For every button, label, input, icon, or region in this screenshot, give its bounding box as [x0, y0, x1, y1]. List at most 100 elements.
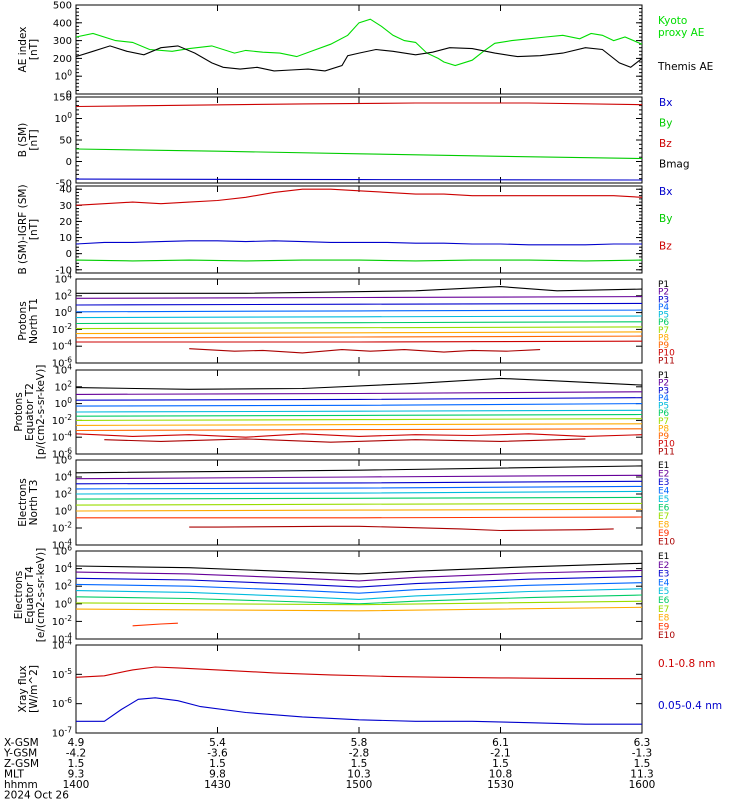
legend-label: E7: [658, 512, 669, 522]
legend-label: E7: [658, 605, 669, 615]
legend-label: P9: [658, 432, 669, 442]
series-by: [75, 148, 643, 160]
series-0-05-0-4-nm: [76, 697, 642, 725]
y-tick-label: 50: [59, 136, 72, 147]
y-tick-label: 100: [54, 305, 72, 319]
legend-label: proxy AE: [658, 27, 704, 39]
y-tick-label: 0: [66, 249, 72, 260]
legend-label: E6: [658, 596, 670, 606]
y-axis-label: B (SM)-IGRF (SM)[nT]: [17, 184, 40, 274]
series-p8: [75, 423, 643, 426]
footer-value: 1530: [487, 779, 514, 791]
legend-label: P6: [658, 409, 669, 419]
legend-label: Bz: [659, 240, 672, 252]
y-tick-label: 10-4: [52, 632, 72, 646]
y-tick-label: 10-4: [52, 538, 72, 552]
legend-label: P4: [658, 394, 669, 404]
legend-label: P11: [658, 447, 675, 457]
y-tick-label: 104: [54, 363, 72, 377]
panel-frame: [75, 459, 643, 546]
y-axis-label: ElectronsNorth T3: [17, 478, 40, 527]
legend-label: Kyoto: [658, 15, 687, 27]
footer-value: -2.8: [349, 748, 370, 760]
series-e1: [75, 465, 643, 474]
footer-value: 4.9: [68, 737, 85, 749]
legend-label: P10: [658, 349, 675, 359]
footer-value: 5.4: [209, 737, 226, 749]
y-tick-label: 10-2: [52, 413, 72, 427]
y-tick-label: 0: [66, 157, 72, 168]
footer-value: 10.8: [489, 769, 512, 781]
series-e1: [75, 562, 643, 575]
legend-label: P3: [658, 386, 669, 396]
y-tick-label: 30: [59, 201, 72, 212]
legend-label: E5: [658, 495, 669, 505]
footer-row-label: Z-GSM: [4, 758, 39, 770]
y-tick-label: 10-2: [52, 322, 72, 336]
y-axis-label: ProtonsNorth T1: [17, 298, 40, 344]
y-tick-label: 10-6: [52, 356, 72, 370]
series-p2: [75, 391, 643, 395]
series-by: [75, 259, 643, 262]
series-p4: [75, 403, 643, 407]
series-p1: [76, 286, 643, 294]
y-tick-label: 10-4: [52, 339, 72, 353]
footer-value: 6.1: [492, 737, 509, 749]
legend-label: P6: [658, 318, 669, 328]
panel-7: 10-4 10-2 100 102 104 106 ElectronsEquator T4[…: [13, 544, 675, 646]
legend-label: P3: [658, 295, 669, 305]
series-p5: [75, 409, 643, 413]
footer-value: -4.2: [66, 748, 87, 760]
y-tick-label: 100: [54, 69, 72, 83]
footer-value: 5.8: [351, 737, 368, 749]
legend-label: P7: [658, 326, 669, 336]
y-tick-label: 10-5: [52, 667, 72, 681]
legend-label: P2: [658, 379, 669, 389]
series-e3: [75, 480, 643, 485]
legend-label: E10: [658, 631, 675, 641]
footer-value: 1.5: [68, 758, 85, 770]
footer-value: 1400: [63, 779, 90, 791]
y-tick-label: 102: [54, 579, 72, 593]
footer-value: 9.3: [68, 769, 85, 781]
legend-label: P5: [658, 402, 669, 412]
legend-label: P7: [658, 417, 669, 427]
series-e4: [75, 582, 643, 594]
legend-label: P9: [658, 341, 669, 351]
series-p5: [75, 315, 643, 319]
y-tick-label: 10-2: [52, 614, 72, 628]
series-e6: [75, 496, 643, 500]
legend-label: P8: [658, 333, 669, 343]
legend-label: Bmag: [659, 158, 690, 170]
series-p1: [75, 377, 643, 390]
series-e2: [75, 569, 643, 582]
series-e10: [189, 525, 614, 532]
series-p10: [76, 340, 643, 343]
legend-label: E9: [658, 622, 670, 632]
series-e8: [75, 508, 643, 512]
y-tick-label: 100: [54, 111, 72, 125]
series-p9: [75, 335, 643, 339]
y-tick-label: 0: [66, 90, 72, 101]
series-e3: [75, 575, 643, 588]
y-tick-label: -10: [56, 265, 72, 276]
series-p10: [75, 433, 643, 438]
series-kyoto-proxy-ae: [75, 18, 643, 67]
panel-frame: [75, 96, 643, 184]
legend-label: By: [659, 213, 672, 225]
series-p6: [75, 413, 643, 417]
footer-date: 2024 Oct 26: [4, 790, 69, 800]
series-bz: [75, 188, 643, 206]
panel-2: -50 0 50 100 150 B (SM)[nT] Bx By Bz Bmag: [17, 93, 690, 190]
y-axis-label: AE index[nT]: [17, 27, 40, 73]
y-tick-label: 100: [54, 596, 72, 610]
footer-value: 1500: [346, 779, 373, 791]
legend-label: Bx: [659, 186, 672, 198]
y-tick-label: 10-4: [52, 638, 72, 652]
y-tick-label: 300: [53, 36, 72, 47]
legend-label: By: [659, 117, 672, 129]
footer-row-label: X-GSM: [4, 737, 39, 749]
y-tick-label: 10-4: [52, 430, 72, 444]
footer-value: -1.3: [632, 748, 653, 760]
y-tick-label: 104: [54, 561, 72, 575]
